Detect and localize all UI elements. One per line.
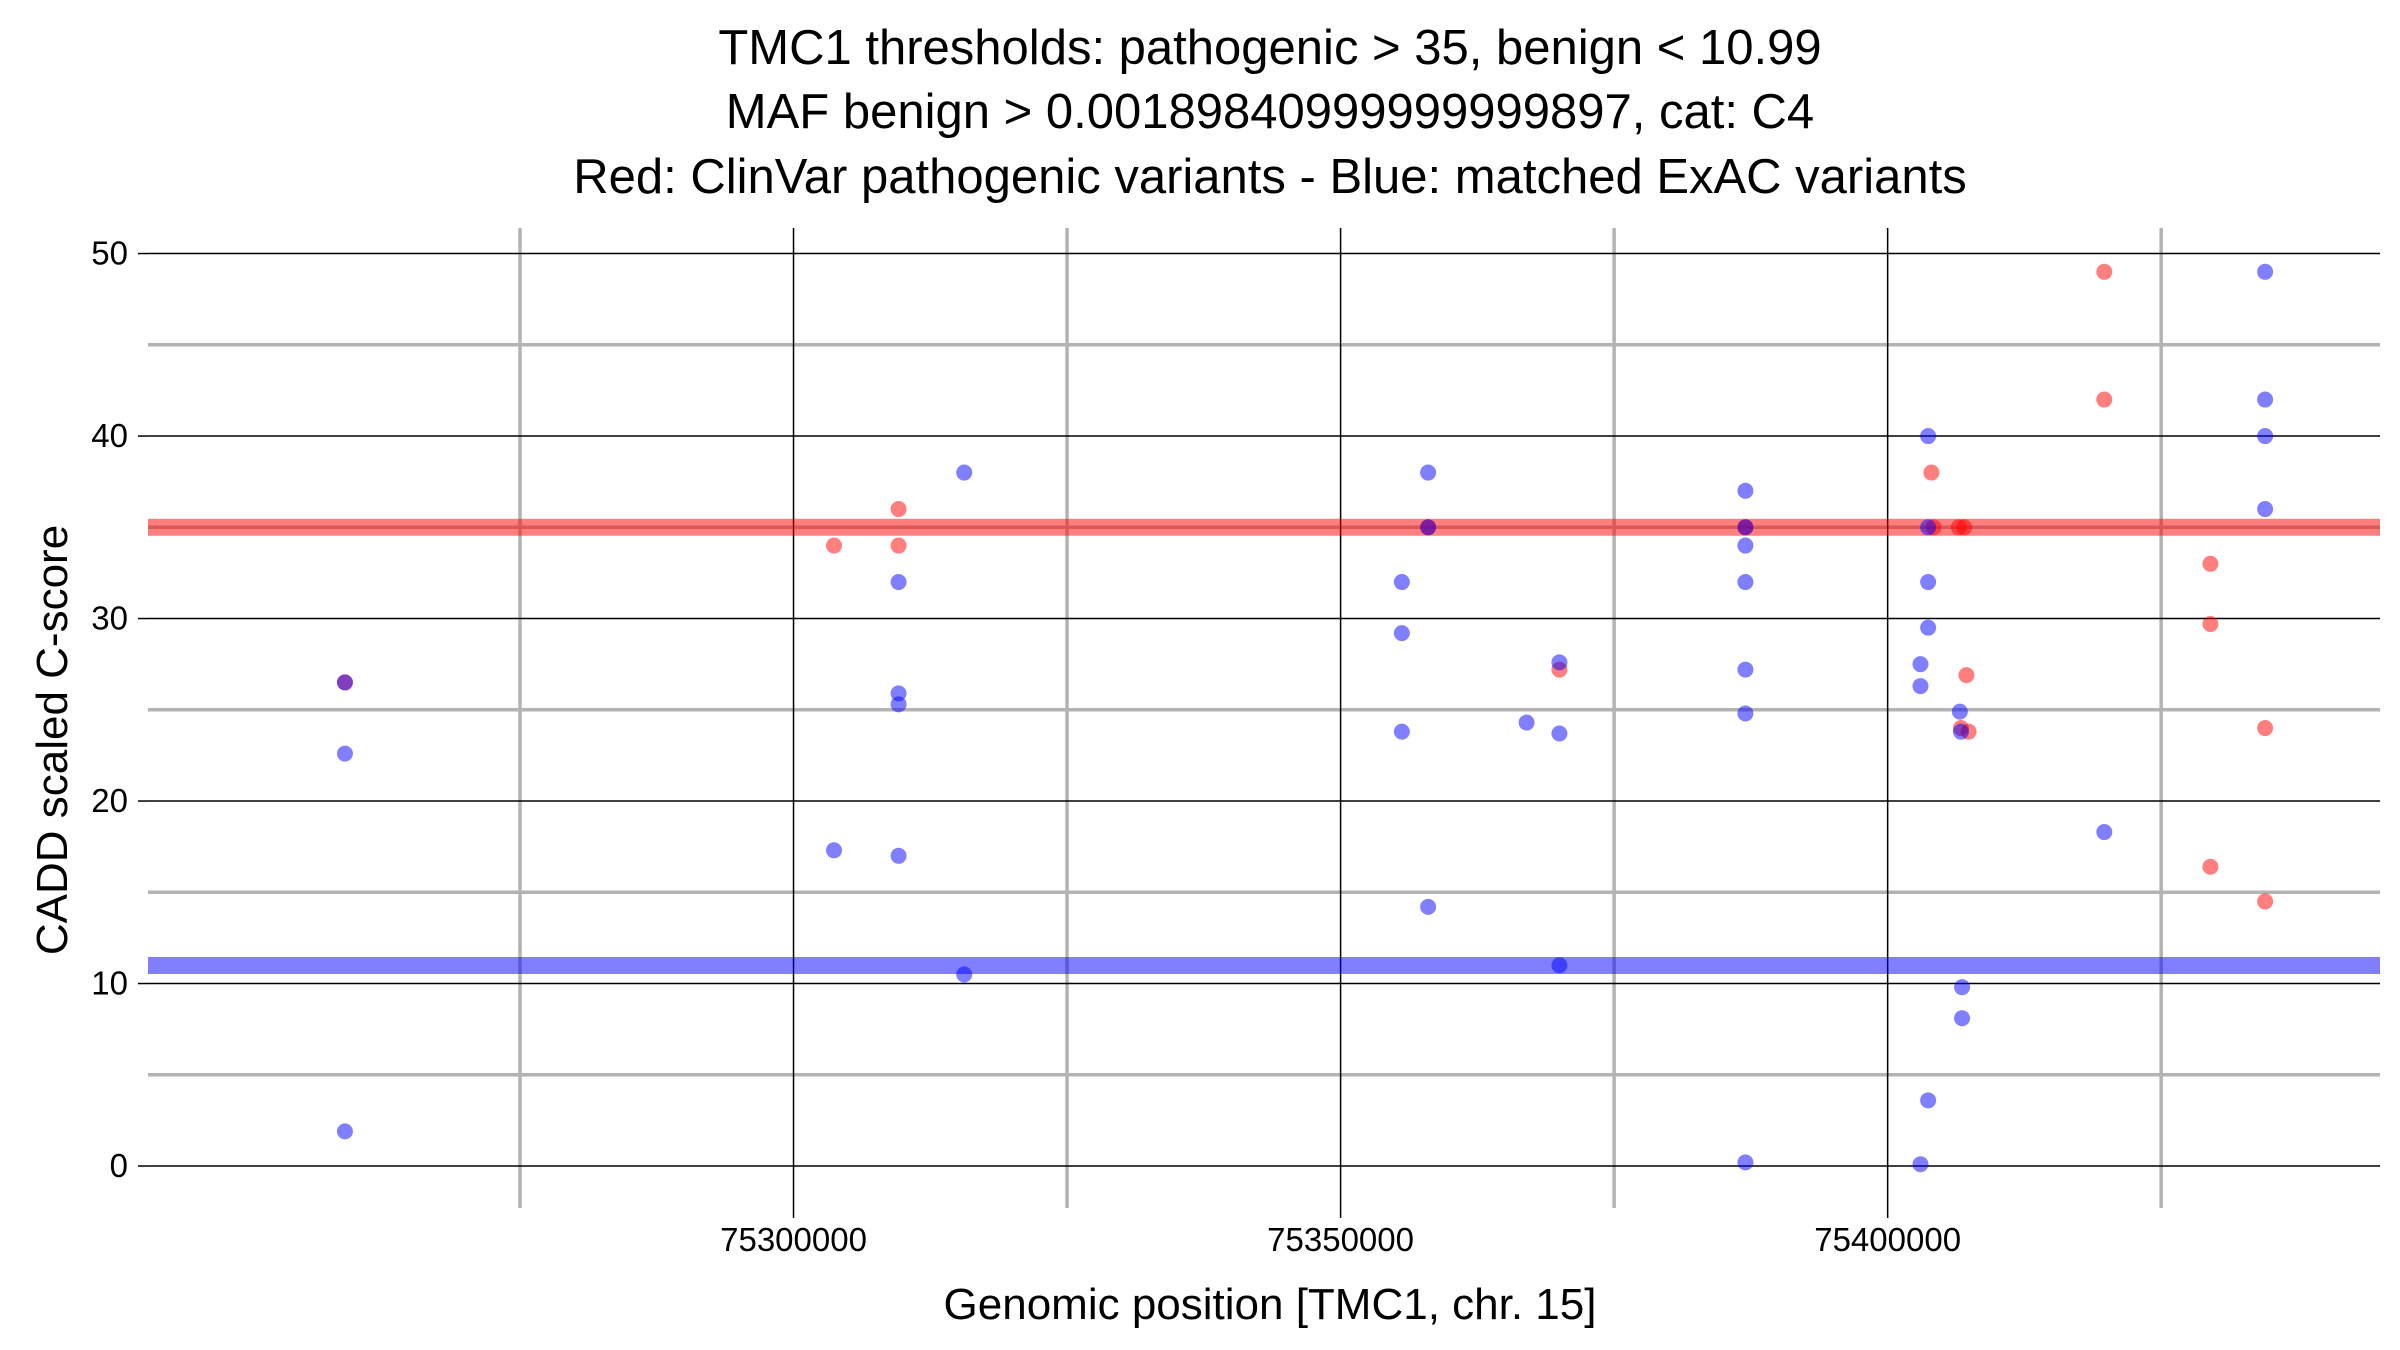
benign-point: [1737, 519, 1754, 536]
y-tick-label: 0: [110, 1147, 128, 1184]
benign-point: [956, 464, 973, 481]
benign-point: [1952, 723, 1969, 740]
benign-point: [2257, 428, 2274, 445]
x-tick-label: 75350000: [1267, 1221, 1414, 1258]
title-line-2: MAF benign > 0.00189840999999999897, cat…: [726, 85, 1814, 139]
benign-point: [1920, 574, 1937, 591]
benign-point: [1737, 1154, 1754, 1171]
benign-point: [890, 574, 907, 591]
benign-point: [2257, 391, 2274, 408]
title-line-3: Red: ClinVar pathogenic variants - Blue:…: [573, 150, 1967, 204]
benign-point: [1920, 428, 1937, 445]
benign-point: [2096, 824, 2113, 841]
benign-point: [890, 696, 907, 713]
benign-point: [1420, 519, 1437, 536]
benign-point: [1920, 519, 1937, 536]
pathogenic-point: [2202, 555, 2219, 572]
chart-title: TMC1 thresholds: pathogenic > 35, benign…: [573, 21, 1967, 204]
y-tick-label: 20: [91, 782, 128, 819]
benign-point: [1393, 625, 1410, 642]
x-tick-label: 75300000: [720, 1221, 867, 1258]
benign-point: [1551, 725, 1568, 742]
benign-point: [2257, 263, 2274, 280]
benign-point: [1737, 574, 1754, 591]
pathogenic-point: [2257, 720, 2274, 737]
benign-point: [1393, 574, 1410, 591]
benign-point: [336, 674, 353, 691]
benign-point: [336, 745, 353, 762]
x-axis-title: Genomic position [TMC1, chr. 15]: [944, 1280, 1597, 1329]
pathogenic-point: [1956, 519, 1973, 536]
y-tick-label: 40: [91, 417, 128, 454]
pathogenic-point: [2257, 893, 2274, 910]
y-tick-label: 50: [91, 235, 128, 272]
benign-point: [1551, 957, 1568, 974]
benign-point: [1737, 661, 1754, 678]
benign-point: [1420, 464, 1437, 481]
benign-point: [1920, 1092, 1937, 1109]
pathogenic-point: [890, 537, 907, 554]
pathogenic-point: [2096, 263, 2113, 280]
benign-point: [1551, 654, 1568, 671]
benign-point: [336, 1123, 353, 1140]
benign-point: [1912, 1156, 1929, 1173]
benign-point: [1518, 714, 1535, 731]
benign-point: [1737, 482, 1754, 499]
benign-point: [1912, 656, 1929, 673]
pathogenic-point: [1958, 667, 1975, 684]
benign-point: [826, 842, 843, 859]
benign-point: [1920, 619, 1937, 636]
benign-point: [890, 847, 907, 864]
benign-point: [956, 966, 973, 983]
pathogenic-point: [890, 501, 907, 518]
benign-point: [1954, 1010, 1971, 1027]
benign-point: [890, 685, 907, 702]
threshold-lines: [148, 518, 2380, 974]
pathogenic-point: [2202, 616, 2219, 633]
tick-labels: 0 10 20 30 40 50 75300000 75350000 75400000: [91, 235, 1961, 1258]
benign-point: [1951, 703, 1968, 720]
x-tick-label: 75400000: [1814, 1221, 1961, 1258]
y-axis-title: CADD scaled C-score: [28, 525, 77, 955]
benign-point: [1420, 898, 1437, 915]
pathogenic-point: [1923, 464, 1940, 481]
data-points: [336, 263, 2274, 1173]
pathogenic-point: [2096, 391, 2113, 408]
benign-point: [1912, 678, 1929, 695]
benign-point: [1737, 705, 1754, 722]
benign-point: [1737, 537, 1754, 554]
benign-point: [2257, 501, 2274, 518]
grid: [148, 228, 2380, 1208]
y-tick-label: 10: [91, 965, 128, 1002]
title-line-1: TMC1 thresholds: pathogenic > 35, benign…: [718, 21, 1821, 75]
y-tick-label: 30: [91, 600, 128, 637]
pathogenic-point: [2202, 858, 2219, 875]
benign-point: [1393, 723, 1410, 740]
pathogenic-point: [826, 537, 843, 554]
benign-point: [1954, 979, 1971, 996]
